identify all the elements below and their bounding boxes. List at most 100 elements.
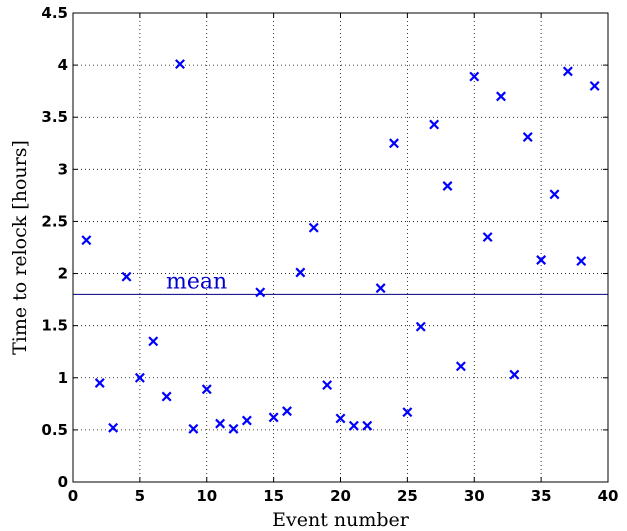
marker-stroke — [415, 321, 426, 332]
x-tick-label: 35 — [531, 487, 552, 505]
data-points — [81, 59, 600, 434]
marker-stroke — [335, 413, 346, 424]
marker-stroke — [496, 91, 506, 102]
data-point — [562, 66, 573, 77]
data-point — [175, 59, 185, 70]
data-point — [94, 378, 105, 388]
y-tick-label: 4.5 — [41, 4, 68, 22]
data-point — [282, 406, 292, 417]
tick-labels: 0 5 10 15 20 25 30 35 40 0 0.5 1 1.5 2 2.5 3 3.5 4 4.5 — [41, 4, 618, 505]
data-point — [536, 255, 547, 265]
data-point — [215, 418, 226, 429]
marker-stroke — [589, 80, 600, 91]
data-point — [482, 232, 493, 243]
grid — [73, 13, 608, 482]
marker-stroke — [268, 412, 279, 423]
y-tick-label: 0.5 — [41, 421, 68, 439]
y-tick-label: 1.5 — [41, 317, 68, 335]
x-tick-label: 5 — [135, 487, 145, 505]
data-point — [589, 80, 600, 91]
data-point — [362, 420, 373, 431]
marker-stroke — [429, 119, 440, 130]
data-point — [389, 138, 399, 149]
marker-stroke — [94, 378, 105, 388]
y-tick-label: 2.5 — [41, 212, 68, 230]
marker-stroke — [375, 283, 386, 294]
data-point — [348, 420, 359, 431]
data-point — [228, 423, 239, 434]
data-point — [201, 384, 212, 395]
y-axis-label: Time to relock [hours] — [9, 140, 31, 355]
data-point — [442, 181, 453, 191]
marker-stroke — [81, 235, 92, 246]
data-point — [455, 361, 466, 372]
data-point — [268, 412, 279, 423]
marker-stroke — [188, 423, 199, 434]
data-point — [188, 423, 199, 434]
data-point — [335, 413, 346, 424]
marker-stroke — [536, 255, 547, 265]
marker-stroke — [442, 181, 453, 191]
data-point — [375, 283, 386, 294]
data-point — [108, 422, 119, 433]
plot-frame — [72, 12, 609, 483]
y-tick-label: 3 — [58, 160, 68, 178]
x-tick-label: 25 — [397, 487, 418, 505]
marker-stroke — [348, 420, 359, 431]
marker-stroke — [255, 287, 266, 298]
marker-stroke — [322, 380, 333, 391]
data-point — [522, 132, 533, 143]
marker-stroke — [108, 422, 119, 433]
marker-stroke — [308, 222, 319, 233]
data-point — [121, 271, 132, 282]
data-point — [415, 321, 426, 332]
x-tick-label: 10 — [196, 487, 217, 505]
marker-stroke — [362, 420, 373, 431]
marker-stroke — [241, 415, 252, 426]
marker-stroke — [175, 59, 185, 70]
data-point — [496, 91, 506, 102]
marker-stroke — [121, 271, 132, 282]
marker-stroke — [576, 256, 587, 267]
marker-stroke — [148, 336, 159, 347]
y-tick-label: 2 — [58, 265, 68, 283]
marker-stroke — [509, 369, 520, 380]
marker-stroke — [228, 423, 239, 434]
marker-stroke — [455, 361, 466, 372]
x-tick-label: 30 — [464, 487, 485, 505]
marker-stroke — [134, 372, 145, 383]
marker-stroke — [469, 71, 480, 82]
data-point — [549, 189, 560, 200]
data-point — [469, 71, 480, 82]
x-axis-label: Event number — [272, 509, 410, 531]
x-tick-label: 0 — [68, 487, 78, 505]
y-tick-label: 1 — [58, 369, 68, 387]
data-point — [255, 287, 266, 298]
data-point — [148, 336, 159, 347]
x-tick-label: 40 — [598, 487, 619, 505]
data-point — [308, 222, 319, 233]
marker-stroke — [201, 384, 212, 395]
mean-label: mean — [166, 269, 227, 294]
marker-stroke — [295, 267, 306, 278]
x-tick-label: 20 — [330, 487, 351, 505]
y-tick-label: 4 — [58, 56, 68, 74]
marker-stroke — [161, 391, 172, 402]
marker-stroke — [215, 418, 226, 429]
data-point — [509, 369, 520, 380]
data-point — [241, 415, 252, 426]
y-tick-label: 3.5 — [41, 108, 68, 126]
y-tick-label: 0 — [58, 473, 68, 491]
data-point — [81, 235, 92, 246]
data-point — [322, 380, 333, 391]
marker-stroke — [562, 66, 573, 77]
marker-stroke — [522, 132, 533, 143]
marker-stroke — [549, 189, 560, 200]
marker-stroke — [389, 138, 399, 149]
mean-line-group: mean — [73, 269, 608, 295]
data-point — [576, 256, 587, 267]
data-point — [161, 391, 172, 402]
marker-stroke — [402, 407, 413, 418]
marker-stroke — [482, 232, 493, 243]
